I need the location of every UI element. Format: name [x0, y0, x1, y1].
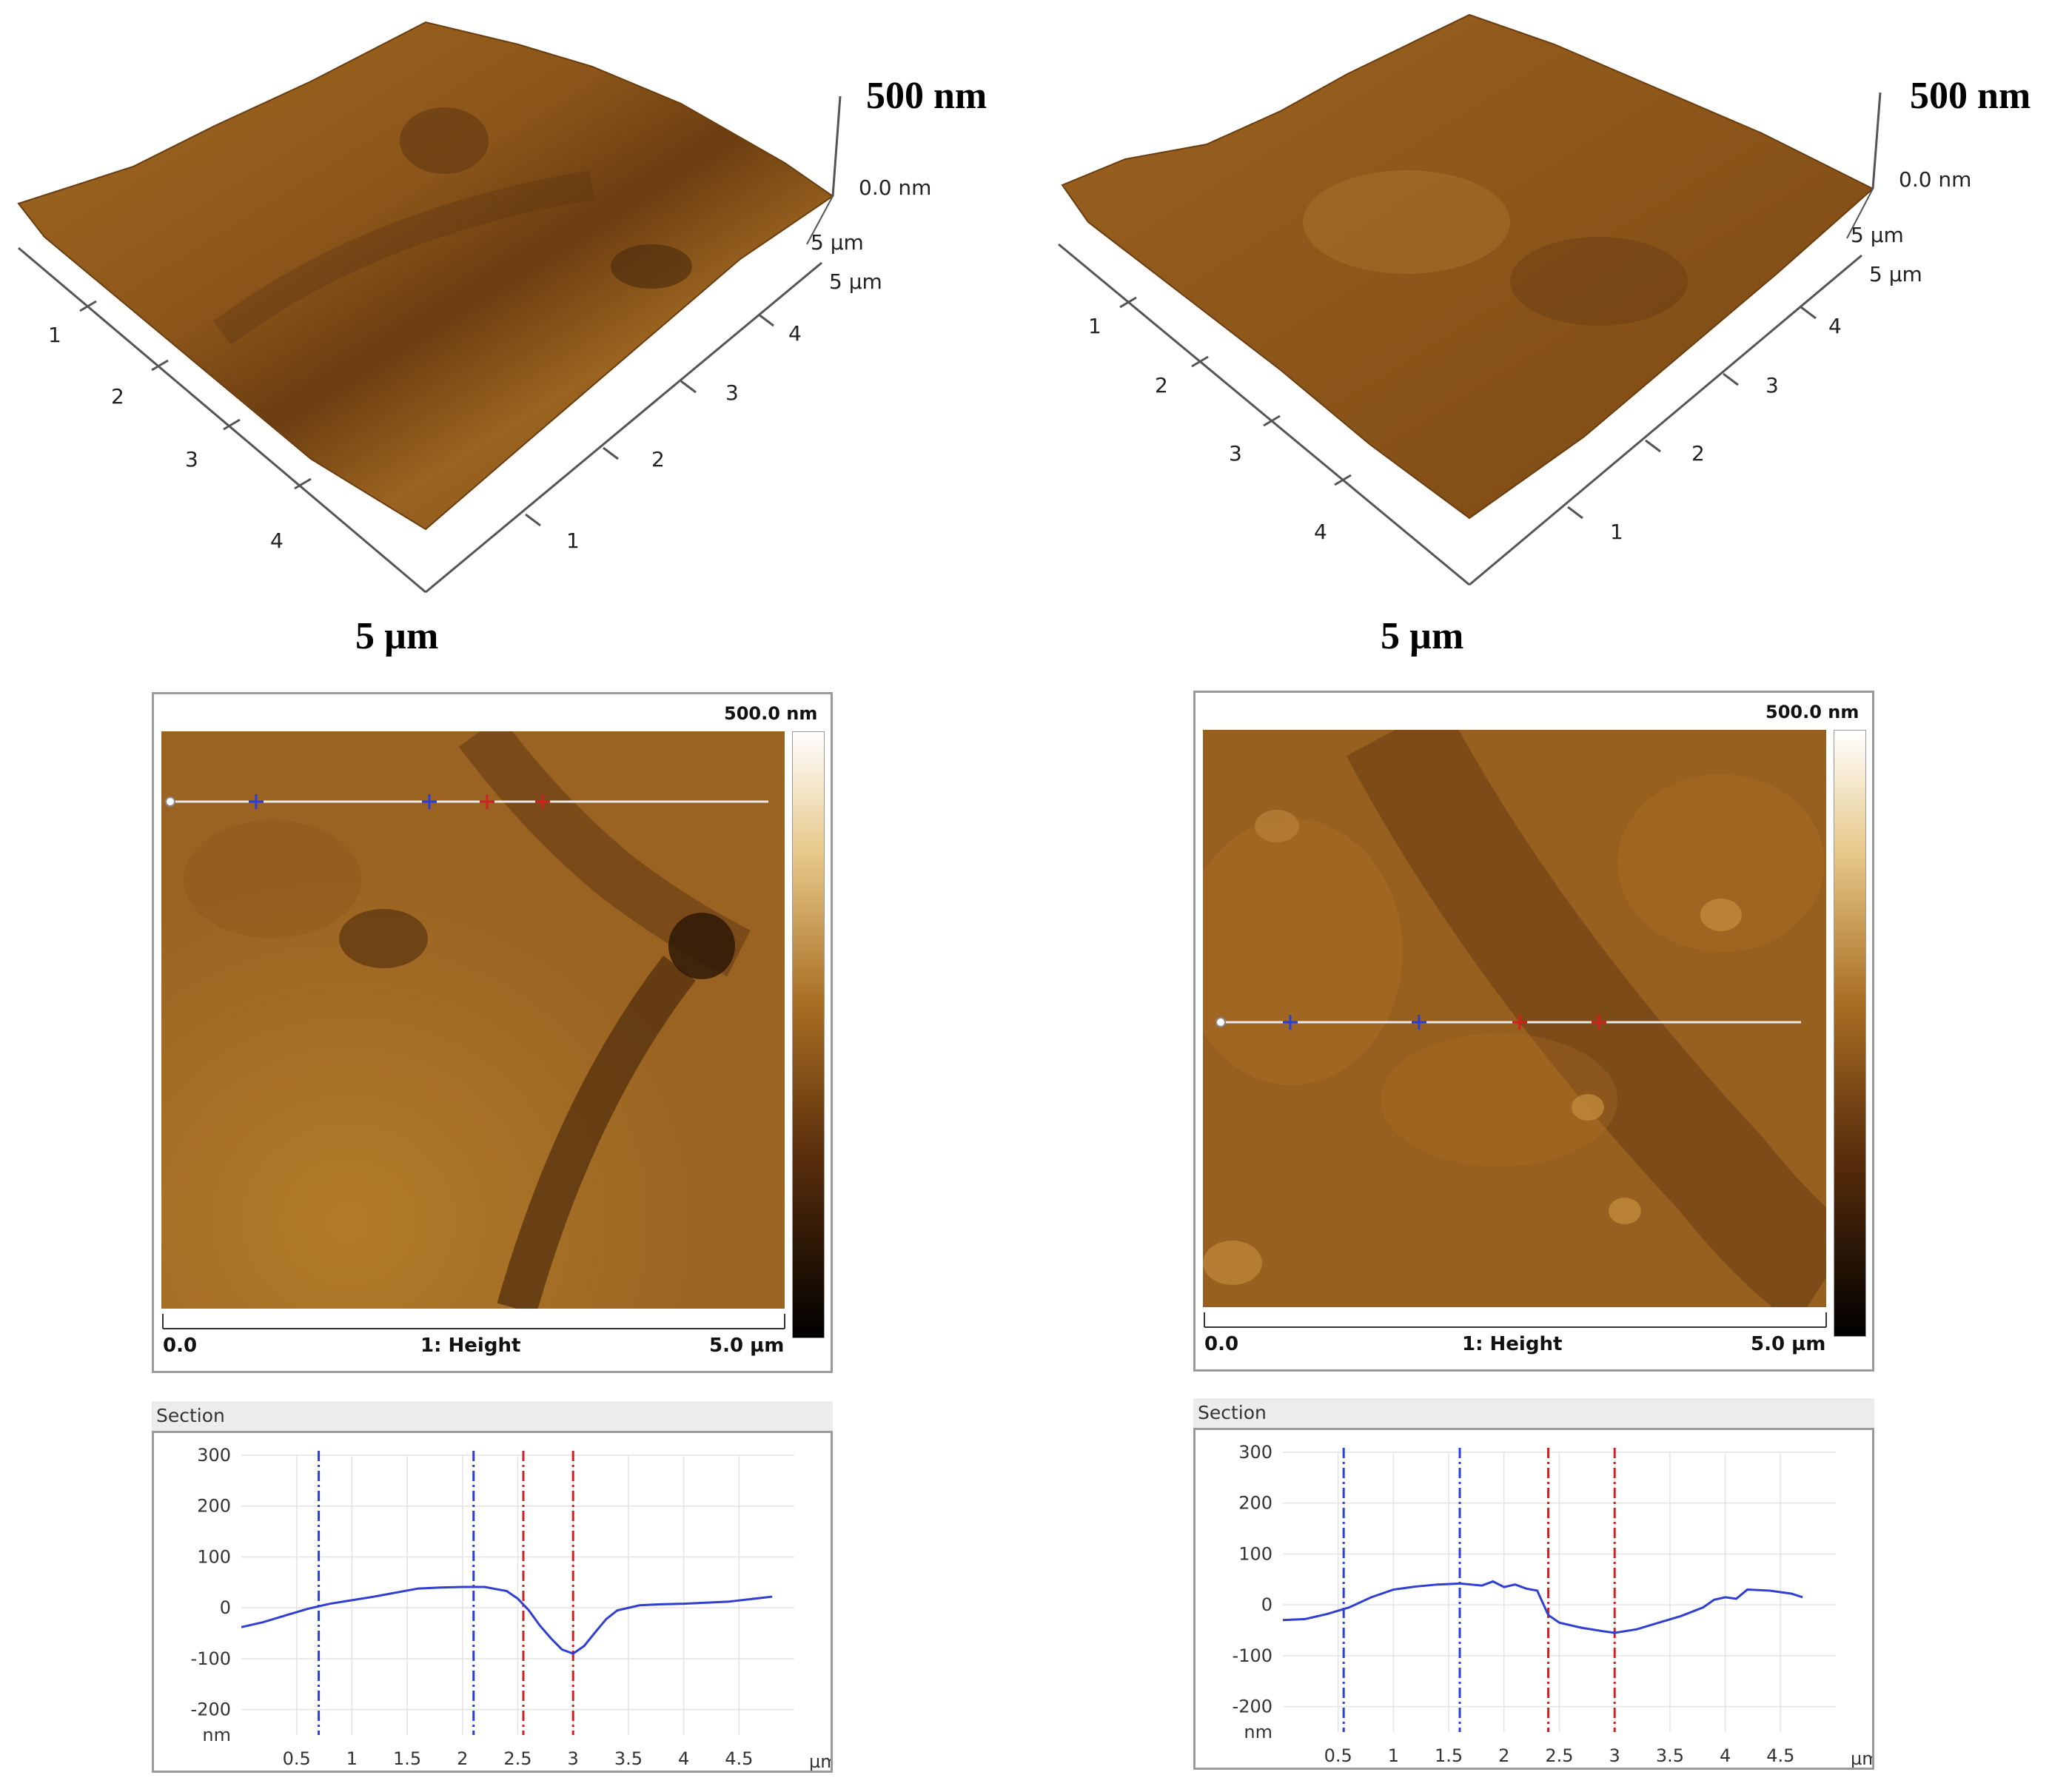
x-tick-label: 1.5 — [1435, 1745, 1463, 1766]
z-scale-label-right: 500 nm — [1910, 75, 2031, 117]
scan-marker-blue-right — [1283, 1015, 1426, 1030]
x-start-right: 0.0 — [1204, 1333, 1239, 1355]
channel-label-left: 1: Height — [420, 1335, 521, 1357]
xy-scale-label-right: 5 µm — [1381, 615, 1464, 657]
left-tick-3: 3 — [1229, 441, 1242, 466]
left-tick-1: 1 — [48, 323, 61, 347]
y-tick-label: -100 — [191, 1648, 231, 1669]
x-tick-label: 3.5 — [1656, 1745, 1684, 1766]
left-tick-4: 4 — [1314, 520, 1327, 544]
x-tick-label: 4.5 — [1766, 1745, 1794, 1766]
afm-3d-surface-left: 1 2 3 4 4 3 2 1 0.0 nm 5 µm 5 µm — [17, 21, 931, 594]
y-tick-label: -200 — [191, 1699, 231, 1720]
y-axis-end-label: 5 µm — [811, 230, 864, 255]
colorbar-max-right: 500.0 nm — [1765, 702, 1860, 722]
left-tick-2: 2 — [111, 384, 124, 409]
x-axis-end-label: 5 µm — [829, 269, 882, 294]
scan-marker-red-left — [480, 794, 550, 809]
height-map-right — [1203, 730, 1826, 1307]
afm-3d-view-left: 1 2 3 4 4 3 2 1 0.0 nm 5 µm 5 µm — [0, 0, 1036, 651]
right-tick-1: 1 — [1610, 520, 1623, 544]
x-tick-label: 4 — [1720, 1745, 1731, 1766]
scan-marker-blue-left — [249, 794, 437, 809]
scale-bracket-right — [1204, 1312, 1827, 1328]
z-zero-label: 0.0 nm — [859, 175, 931, 200]
x-tick-label: 3 — [1609, 1745, 1620, 1766]
right-tick-1: 1 — [566, 528, 580, 553]
x-tick-label: 2 — [1498, 1745, 1509, 1766]
height-profile-line — [241, 1585, 773, 1655]
surface-left — [17, 21, 834, 531]
x-tick-label: 2 — [457, 1748, 468, 1769]
z-zero-label: 0.0 nm — [1899, 167, 1971, 192]
x-end-right: 5.0 µm — [1751, 1333, 1826, 1355]
x-tick-label: 1 — [1388, 1745, 1399, 1766]
height-image-frame-right: 500.0 nm — [1193, 691, 1874, 1372]
right-tick-2: 2 — [651, 447, 665, 472]
section-header-left: Section — [152, 1401, 833, 1431]
y-tick-label: 300 — [197, 1445, 231, 1466]
x-tick-label: 0.5 — [1324, 1745, 1352, 1766]
x-start-left: 0.0 — [163, 1335, 198, 1357]
x-unit-label: µm — [809, 1751, 831, 1771]
scan-marker-red-right — [1512, 1015, 1606, 1030]
left-tick-2: 2 — [1155, 373, 1168, 397]
section-header-right: Section — [1193, 1398, 1874, 1428]
x-tick-label: 0.5 — [283, 1748, 311, 1769]
height-image-frame-left: 500.0 nm — [152, 692, 833, 1373]
x-tick-label: 4.5 — [725, 1748, 753, 1769]
scale-bracket-left — [162, 1314, 785, 1329]
x-tick-label: 2.5 — [1545, 1745, 1573, 1766]
y-tick-label: 0 — [220, 1597, 231, 1618]
y-tick-label: 200 — [1238, 1493, 1272, 1514]
right-tick-4: 4 — [788, 321, 802, 346]
y-tick-label: 100 — [197, 1546, 231, 1567]
x-axis-end-label: 5 µm — [1869, 262, 1922, 286]
x-tick-label: 1 — [346, 1748, 358, 1769]
y-tick-label: 300 — [1238, 1442, 1272, 1463]
y-tick-label: -200 — [1233, 1697, 1272, 1717]
section-frame-left: 300 200 100 0 -100 -200 nm 0.5 1 1.5 2 2.5 3 3.5 4 4.5 µ… — [152, 1431, 838, 1773]
height-profile-line — [1282, 1580, 1803, 1634]
x-tick-label: 4 — [678, 1748, 689, 1769]
right-tick-3: 3 — [1765, 373, 1779, 397]
y-tick-label: 100 — [1238, 1543, 1272, 1564]
right-tick-2: 2 — [1691, 441, 1705, 466]
xy-scale-label-left: 5 µm — [355, 615, 439, 657]
y-tick-label: -100 — [1233, 1645, 1272, 1666]
colorbar-left — [792, 731, 825, 1338]
left-tick-3: 3 — [185, 447, 198, 472]
x-end-left: 5.0 µm — [709, 1335, 785, 1357]
y-unit-label: nm — [1244, 1722, 1272, 1742]
right-tick-4: 4 — [1828, 314, 1842, 338]
afm-3d-view-right: 1 2 3 4 4 3 2 1 0.0 nm 5 µm 5 µm — [1036, 0, 2069, 651]
y-tick-label: 200 — [197, 1496, 231, 1517]
colorbar-right — [1834, 730, 1866, 1337]
section-chart-left: 300 200 100 0 -100 -200 nm 0.5 1 1.5 2 2.5 3 3.5 4 4.5 µ… — [191, 1445, 838, 1772]
height-map-left — [161, 731, 785, 1309]
x-tick-label: 2.5 — [503, 1748, 531, 1769]
x-tick-label: 3 — [568, 1748, 579, 1769]
z-scale-label-left: 500 nm — [866, 75, 987, 117]
y-unit-label: nm — [202, 1725, 231, 1745]
left-tick-1: 1 — [1088, 314, 1101, 338]
surface-right — [1061, 13, 1874, 520]
section-chart-right: 300 200 100 0 -100 -200 nm 0.5 1 1.5 2 2.5 3 3.5 4 4.5 µ… — [1233, 1442, 1879, 1769]
right-tick-3: 3 — [725, 380, 739, 405]
x-tick-label: 1.5 — [393, 1748, 421, 1769]
left-tick-4: 4 — [270, 528, 284, 553]
x-tick-label: 3.5 — [614, 1748, 643, 1769]
y-tick-label: 0 — [1261, 1594, 1272, 1615]
afm-3d-surface-right: 1 2 3 4 4 3 2 1 0.0 nm 5 µm 5 µm — [1058, 13, 1971, 586]
colorbar-max-left: 500.0 nm — [724, 703, 818, 724]
y-axis-end-label: 5 µm — [1851, 223, 1904, 247]
section-frame-right: 300 200 100 0 -100 -200 nm 0.5 1 1.5 2 2.5 3 3.5 4 4.5 µ… — [1193, 1428, 1879, 1770]
x-unit-label: µm — [1851, 1748, 1872, 1768]
channel-label-right: 1: Height — [1462, 1333, 1563, 1355]
